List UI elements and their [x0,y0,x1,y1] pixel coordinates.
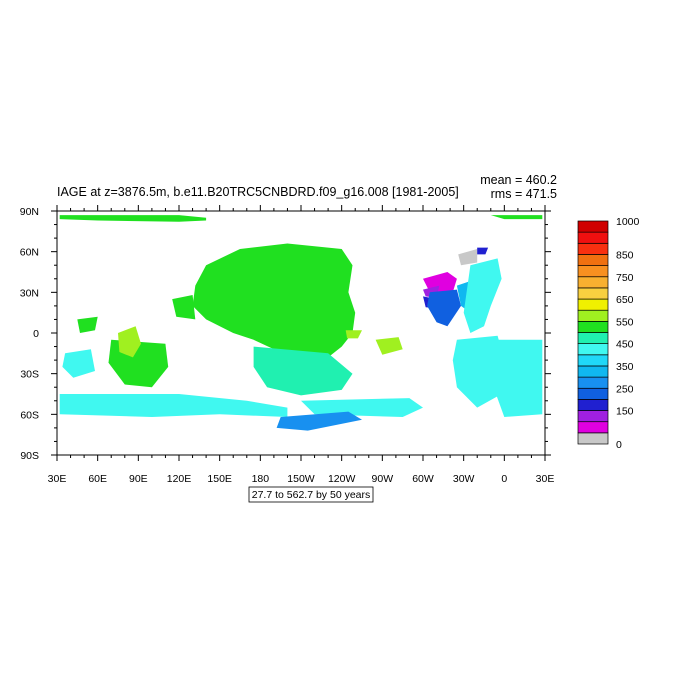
colorbar-swatch [577,376,609,389]
mean-label: mean = 460.2 [480,173,557,187]
x-tick-label: 180 [252,473,270,485]
colorbar-swatch [577,387,609,400]
colorbar-swatch [577,242,609,255]
x-tick-label: 150E [207,473,232,485]
region-wanders-west [172,295,196,320]
colorbar-swatch [577,220,609,233]
region-atlantic-ne-blue [477,247,489,255]
region-arctic-strip [59,215,207,222]
colorbar-label: 250 [616,383,634,395]
y-tick-labels: 90N 60N 30N 0 30S 60S 90S [20,206,39,462]
colorbar-label: 650 [616,294,634,306]
colorbar-swatch [577,321,609,333]
colorbar-labels: 1000 850 750 650 550 450 350 250 150 0 [616,216,640,451]
region-east-atlantic [463,258,502,333]
y-tick-label: 60S [20,409,39,421]
x-tick-label: 90E [129,473,148,485]
x-tick-label: 30E [48,473,67,485]
colorbar-label: 450 [616,339,634,351]
region-south-atlantic-east [493,339,543,417]
colorbar-label: 850 [616,249,634,261]
colorbar-swatch [577,399,609,411]
contour-info-text: 27.7 to 562.7 by 50 years [252,489,371,501]
colorbar-swatch [577,287,609,300]
region-southeast-pacific [375,337,403,355]
colorbar-swatch [577,410,609,423]
region-ross-sea-blue [276,411,362,431]
y-tick-label: 90N [20,206,39,218]
region-north-atlantic-magenta [423,272,457,293]
colorbar-swatch [577,343,609,356]
region-indian-light [118,326,141,358]
colorbar-swatch [577,231,609,244]
colorbar-swatch [577,265,609,278]
chart-title: IAGE at z=3876.5m, b.e11.B20TRC5CNBDRD.f… [57,185,459,199]
colorbar-swatch [577,309,609,322]
region-east-pacific-light [345,330,362,339]
axis-ticks [51,205,551,461]
x-tick-label: 0 [501,473,507,485]
region-north-pacific [192,243,356,361]
x-tick-label: 60E [88,473,107,485]
x-tick-label: 90W [372,473,394,485]
colorbar-swatch [577,298,609,311]
y-tick-label: 90S [20,450,39,462]
region-north-atlantic-blue [427,289,461,327]
x-tick-label: 30W [453,473,475,485]
region-central-pacific-south [253,346,353,396]
colorbar-swatch [577,432,609,445]
y-tick-label: 60N [20,247,39,259]
colorbar-label: 550 [616,316,634,328]
contour-info-box: 27.7 to 562.7 by 50 years [248,486,374,503]
colorbar-swatch [577,332,609,344]
region-west-indian [62,349,95,378]
x-tick-label: 30E [536,473,555,485]
colorbar [577,220,609,445]
colorbar-swatch [577,354,609,367]
rms-label: rms = 471.5 [491,187,557,201]
y-tick-label: 30N [20,287,39,299]
data-regions [59,215,543,431]
region-arabian-spot [77,316,98,333]
colorbar-swatch [577,276,609,289]
x-tick-label: 150W [287,473,315,485]
region-southern-ocean-east [301,398,423,417]
region-southern-ocean-west [59,394,288,417]
y-tick-label: 30S [20,369,39,381]
colorbar-label: 150 [616,406,634,418]
x-tick-label: 120E [167,473,192,485]
x-tick-label: 60W [412,473,434,485]
region-north-atlantic-grey [458,249,478,266]
region-arctic-east [490,215,543,220]
y-tick-label: 0 [33,328,39,340]
colorbar-label: 750 [616,272,634,284]
colorbar-swatch [577,421,609,434]
region-south-atlantic [452,335,505,408]
colorbar-swatch [577,254,609,266]
colorbar-label: 350 [616,361,634,373]
x-tick-labels: 30E 60E 90E 120E 150E 180 150W 120W 90W 60W 30W 0 30… [48,473,555,485]
colorbar-label: 1000 [616,216,640,228]
x-tick-label: 120W [328,473,356,485]
colorbar-label: 0 [616,439,622,451]
colorbar-swatch [577,365,609,378]
